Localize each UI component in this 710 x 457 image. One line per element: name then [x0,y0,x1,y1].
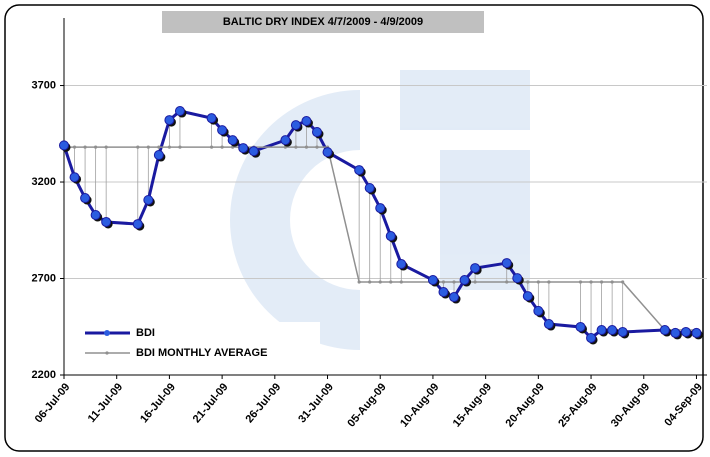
avg-point [599,280,604,284]
point [227,135,238,146]
point [396,259,407,270]
point [164,115,175,126]
series-line [64,146,697,331]
avg-point [578,280,583,284]
avg-point [72,145,77,149]
avg-point [441,280,446,284]
point [238,143,249,154]
title-box [162,11,484,33]
avg-point [83,145,87,149]
avg-point [104,145,108,149]
point [132,219,143,230]
point [586,332,597,343]
point [80,193,91,204]
avg-point [473,280,477,284]
avg-point [136,145,140,149]
avg-point [547,280,551,284]
legend-marker [104,330,110,336]
legend-label: BDI [136,327,155,339]
point [153,150,164,161]
point [248,146,259,157]
point [375,203,386,214]
avg-point [294,145,298,149]
point [691,327,702,338]
point [670,327,681,338]
avg-point [94,145,98,149]
avg-point [452,280,456,284]
avg-point [378,280,382,284]
chart-title: BALTIC DRY INDEX 4/7/2009 - 4/9/2009 [223,16,423,28]
y-tick-label: 3700 [32,79,56,91]
point [290,120,301,131]
avg-point [220,145,224,149]
avg-point [357,280,361,284]
point [543,319,554,330]
point [449,292,460,303]
point [438,287,449,298]
point [680,326,691,337]
legend-marker [105,351,109,355]
point [533,305,544,316]
legend-label: BDI MONTHLY AVERAGE [136,347,267,359]
point [101,216,112,227]
avg-point [399,280,403,284]
point [143,194,154,205]
avg-point [146,145,150,149]
avg-point [315,145,319,149]
point [90,210,101,221]
avg-point [389,280,393,284]
avg-point [526,280,530,284]
point [311,127,322,138]
avg-point [589,280,593,284]
avg-point [157,145,161,149]
point [322,147,333,158]
avg-point [505,280,509,284]
point [512,273,523,284]
point [659,325,670,336]
point [501,258,512,269]
y-tick-label: 2200 [32,369,56,381]
avg-point [368,280,372,284]
y-tick-label: 2700 [32,272,56,284]
avg-point [209,145,214,149]
point [459,275,470,286]
avg-point [167,145,172,149]
point [575,321,586,332]
point [617,326,628,337]
point [364,183,375,194]
point [174,106,185,117]
y-tick-label: 3200 [32,176,56,188]
point [470,263,481,274]
avg-point [621,280,625,284]
point [217,125,228,136]
avg-point [610,280,614,284]
point [607,325,618,336]
point [69,172,80,183]
avg-point [536,280,540,284]
point [522,291,533,302]
point [596,325,607,336]
point [427,275,438,286]
avg-point [178,145,182,149]
point [206,113,217,124]
point [280,135,291,146]
avg-point [304,145,309,149]
point [301,116,312,127]
point [354,165,365,176]
legend-box [80,322,320,364]
point [59,140,69,151]
point [385,231,396,242]
